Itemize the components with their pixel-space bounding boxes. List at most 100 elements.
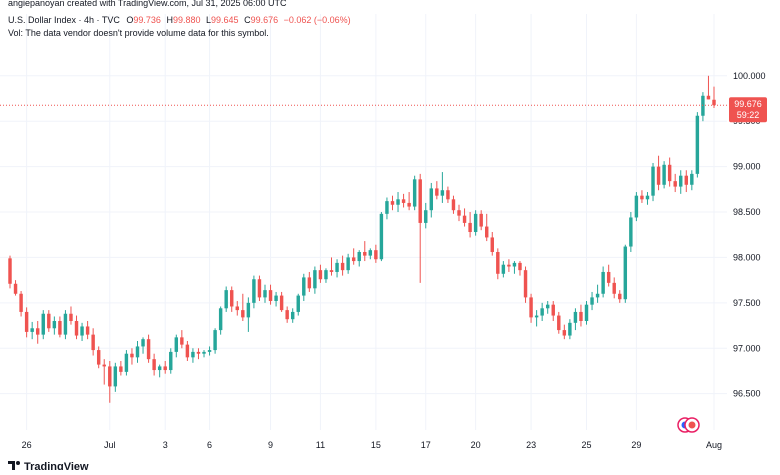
candle <box>13 280 18 296</box>
economic-event-icons[interactable] <box>677 417 700 433</box>
candle <box>462 208 467 227</box>
candle <box>296 293 300 316</box>
x-tick-label: 25 <box>581 440 591 450</box>
candle-body <box>485 226 489 238</box>
candle <box>701 92 705 122</box>
candle <box>163 360 167 374</box>
candle <box>108 360 112 403</box>
grid <box>0 14 727 430</box>
candle-body <box>573 311 578 323</box>
candle <box>545 301 550 314</box>
candles <box>8 75 716 403</box>
candle-body <box>667 164 672 182</box>
candle-body <box>252 279 256 303</box>
current-price-tag[interactable]: 99.676 59:22 <box>729 97 767 123</box>
candle <box>379 212 384 262</box>
candle <box>435 181 439 200</box>
candle <box>24 307 29 338</box>
candle-body <box>512 262 517 267</box>
candle-body <box>534 315 539 318</box>
candle-body <box>313 270 317 289</box>
price-tag-background <box>729 97 767 123</box>
candle-body <box>651 166 655 196</box>
candle <box>557 311 561 334</box>
candle-body <box>457 210 461 216</box>
candle <box>241 293 245 322</box>
candle <box>457 204 461 222</box>
candle <box>74 315 79 340</box>
candle-body <box>119 366 123 372</box>
candle <box>130 348 134 365</box>
candle <box>152 353 156 376</box>
candle-body <box>63 313 68 335</box>
candle-body <box>135 346 140 358</box>
candle <box>712 86 716 109</box>
y-tick-label: 97.000 <box>733 343 761 353</box>
candle-body <box>440 190 445 196</box>
candle-body <box>401 199 406 203</box>
candle-body <box>545 304 550 309</box>
candle-body <box>141 339 145 347</box>
candle <box>407 192 411 211</box>
candle <box>252 275 256 309</box>
candle-body <box>30 328 34 332</box>
candle <box>124 350 129 376</box>
candle-body <box>501 264 506 274</box>
candle-body <box>152 359 156 371</box>
candle-body <box>224 290 228 309</box>
candle-body <box>584 304 589 322</box>
high-label: H <box>166 15 173 25</box>
candle <box>346 253 350 274</box>
candle-body <box>540 308 544 316</box>
candle-body <box>579 311 583 322</box>
x-axis[interactable]: 26 Jul 3 6 9 11 15 17 20 23 25 29 Aug <box>22 440 722 450</box>
candle-body <box>640 195 644 200</box>
candle <box>52 316 57 335</box>
candle <box>606 264 611 287</box>
candle-body <box>529 297 533 318</box>
candle <box>634 192 639 222</box>
candle <box>58 316 62 338</box>
close-value: 99.676 <box>251 15 279 25</box>
candle-body <box>108 366 112 387</box>
candle-body <box>418 179 422 223</box>
candle <box>279 291 284 312</box>
candle <box>590 291 594 311</box>
candle <box>601 266 605 298</box>
candle-body <box>690 173 694 185</box>
candle <box>468 212 472 238</box>
candle <box>196 348 201 360</box>
candle-body <box>329 270 334 272</box>
candle <box>656 155 661 191</box>
candle-body <box>13 283 18 294</box>
candle <box>213 328 217 354</box>
candle-body <box>241 310 245 318</box>
candle-body <box>335 262 339 272</box>
price-tag-price: 99.676 <box>734 99 762 109</box>
candle <box>157 364 162 378</box>
candle-body <box>235 306 239 311</box>
candle <box>479 210 483 231</box>
candle-body <box>307 277 312 289</box>
candle-body <box>551 304 555 316</box>
tradingview-logo-icon <box>8 461 15 470</box>
candle <box>8 255 12 289</box>
x-tick-label: 29 <box>631 440 641 450</box>
candle-body <box>446 190 450 200</box>
x-tick-label: 6 <box>207 440 212 450</box>
candle-body <box>435 188 439 196</box>
candle <box>135 340 140 363</box>
candle <box>218 306 223 335</box>
candle-body <box>507 264 511 267</box>
candle <box>368 248 373 260</box>
candle-body <box>47 313 51 329</box>
candle-body <box>562 330 567 336</box>
candle <box>302 273 306 302</box>
candle-body <box>606 271 611 283</box>
candle <box>584 301 589 325</box>
candle-body <box>623 246 628 300</box>
low-value: 99.645 <box>211 15 239 25</box>
x-tick-label: 26 <box>22 440 32 450</box>
close-label: C <box>244 15 251 25</box>
